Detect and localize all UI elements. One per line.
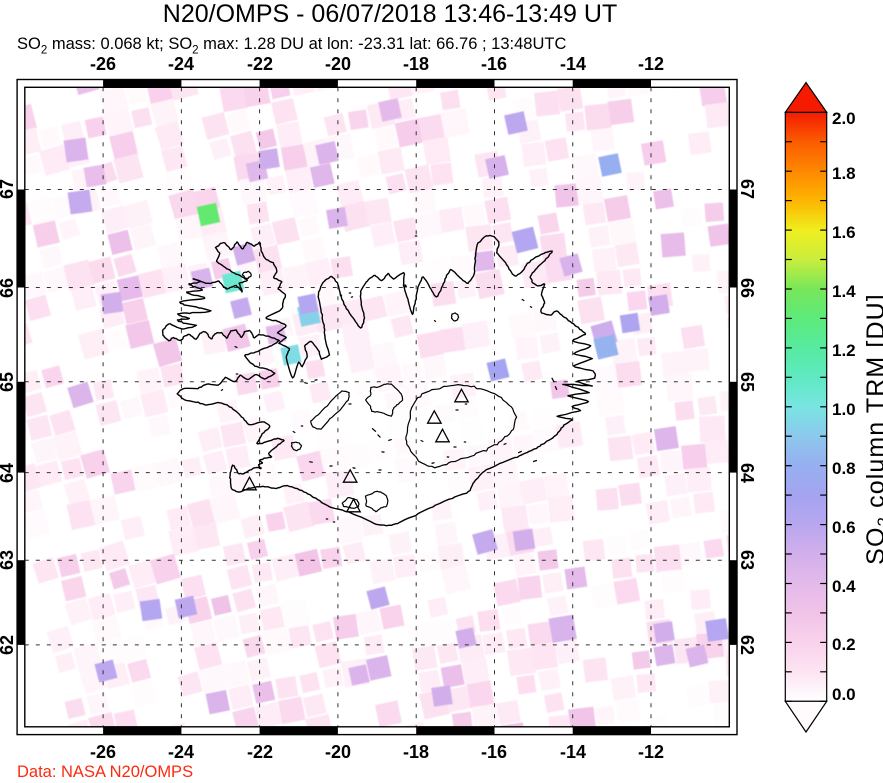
svg-text:SO2 column TRM [DU]: SO2 column TRM [DU]: [862, 293, 883, 565]
